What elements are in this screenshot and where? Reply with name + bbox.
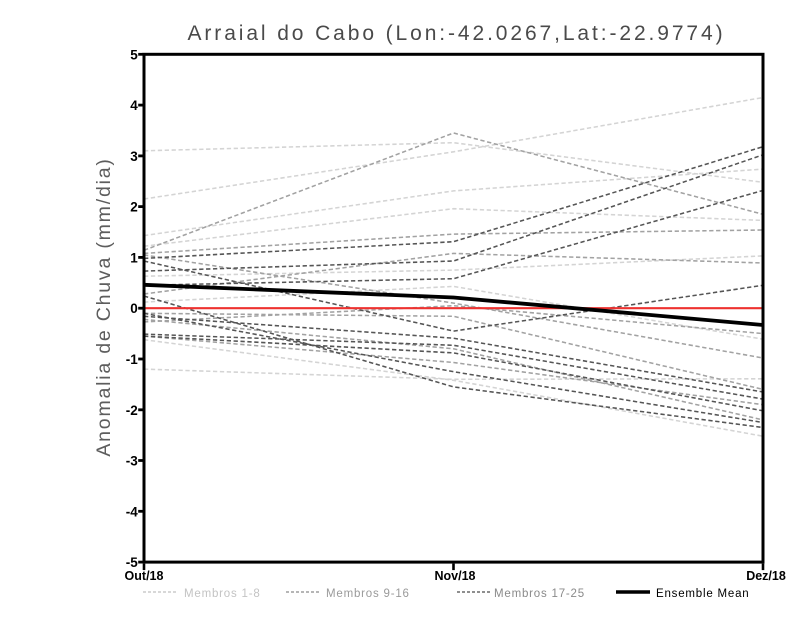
svg-text:Ensemble Mean: Ensemble Mean xyxy=(656,588,750,600)
svg-text:Membros 9-16: Membros 9-16 xyxy=(326,588,410,600)
svg-text:-5: -5 xyxy=(126,555,138,570)
svg-text:Membros 17-25: Membros 17-25 xyxy=(494,588,585,600)
svg-text:Arraial do Cabo (Lon:-42.0267,: Arraial do Cabo (Lon:-42.0267,Lat:-22.97… xyxy=(188,22,726,45)
svg-text:2: 2 xyxy=(130,200,138,215)
svg-text:Nov/18: Nov/18 xyxy=(435,569,476,583)
svg-text:-3: -3 xyxy=(126,454,138,469)
svg-text:4: 4 xyxy=(130,98,138,113)
svg-text:Anomalia de Chuva (mm/dia): Anomalia de Chuva (mm/dia) xyxy=(93,157,115,456)
svg-text:Out/18: Out/18 xyxy=(125,569,164,583)
svg-text:-4: -4 xyxy=(126,504,138,519)
svg-text:-2: -2 xyxy=(126,403,138,418)
svg-text:5: 5 xyxy=(130,47,138,62)
svg-text:1: 1 xyxy=(130,250,138,265)
svg-text:-1: -1 xyxy=(126,352,138,367)
svg-text:Dez/18: Dez/18 xyxy=(746,569,786,583)
svg-text:Membros 1-8: Membros 1-8 xyxy=(184,588,261,600)
svg-text:3: 3 xyxy=(130,149,138,164)
svg-text:0: 0 xyxy=(130,301,138,316)
